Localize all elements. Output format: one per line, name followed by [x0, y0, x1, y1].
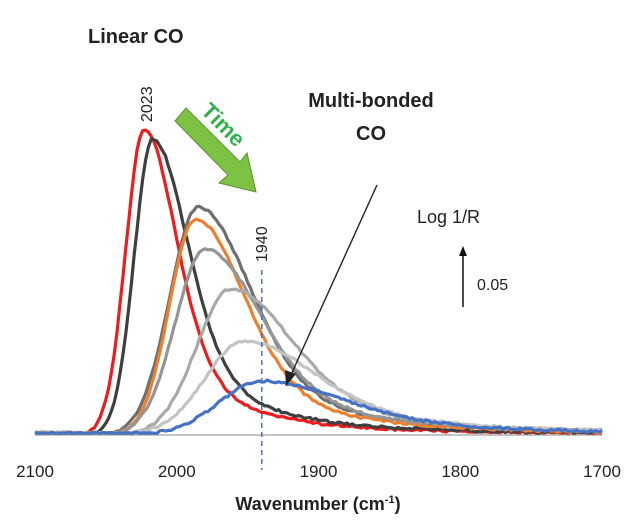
x-tick-label: 2100 — [16, 462, 54, 481]
scale-bar-value: 0.05 — [477, 277, 508, 294]
x-axis-label: Wavenumber (cm-1) — [235, 494, 400, 514]
multi-bonded-label-line1: Multi-bonded — [308, 90, 434, 112]
multi-bonded-pointer-head-icon — [285, 370, 296, 386]
x-tick-label: 2000 — [158, 462, 196, 481]
multi-bonded-pointer-line — [289, 184, 378, 378]
series-line-blue — [34, 378, 603, 436]
linear-co-label: Linear CO — [88, 26, 184, 48]
x-axis-label-close: ) — [395, 494, 401, 514]
scale-bar-arrow-icon — [459, 246, 467, 256]
series-line-red — [34, 128, 603, 436]
x-tick-label: 1900 — [300, 462, 338, 481]
x-axis-label-sup: -1 — [385, 494, 395, 506]
x-axis-label-main: Wavenumber (cm — [235, 494, 384, 514]
x-tick-layer: 2100 2000 1900 1800 1700 — [16, 462, 621, 481]
series-layer — [34, 128, 603, 436]
multi-bonded-label-line2: CO — [356, 123, 386, 145]
scale-bar-title: Log 1/R — [417, 207, 480, 227]
series-line-orange — [34, 217, 603, 436]
peak-2023-label: 2023 — [139, 86, 156, 122]
x-tick-label: 1700 — [583, 462, 621, 481]
series-line-dark — [34, 137, 602, 436]
peak-1940-label: 1940 — [254, 226, 271, 262]
series-line-gray1 — [34, 204, 603, 436]
time-arrow-icon — [174, 107, 257, 193]
x-tick-label: 1800 — [441, 462, 479, 481]
series-line-gray2 — [34, 247, 603, 436]
